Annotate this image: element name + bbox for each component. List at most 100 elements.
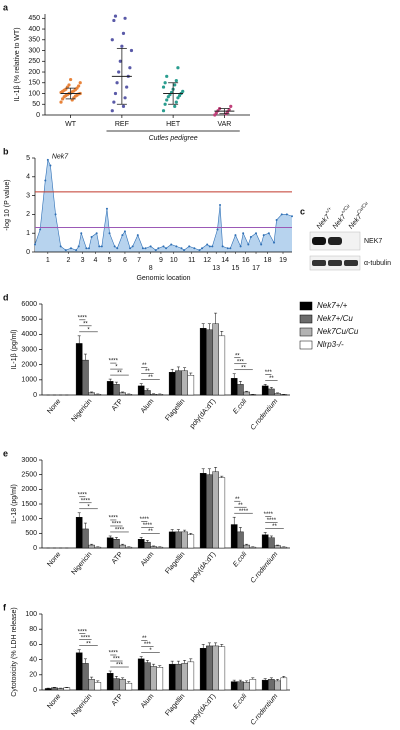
- bar: [94, 682, 102, 691]
- y-tick-label: 5: [26, 155, 30, 162]
- y-tick-label: 300: [28, 47, 40, 54]
- legend-label: Nlrp3-/-: [317, 340, 344, 349]
- point: [176, 66, 180, 70]
- significance-stars: ****: [115, 528, 125, 534]
- panel-letter: d: [3, 292, 9, 302]
- bar: [144, 390, 151, 396]
- bar: [206, 645, 213, 691]
- bar: [237, 681, 244, 691]
- point: [123, 230, 126, 233]
- x-tick-label: 3: [81, 257, 85, 264]
- y-tick-label: 0: [26, 249, 30, 256]
- point: [174, 79, 178, 83]
- panel-letter: b: [3, 146, 9, 156]
- x-tick-label: Flagellin: [164, 398, 186, 423]
- point: [131, 245, 134, 248]
- bar: [94, 394, 102, 396]
- bar: [212, 645, 219, 691]
- bar: [156, 546, 164, 549]
- x-tick-label: WT: [65, 121, 77, 128]
- bar: [137, 385, 145, 396]
- y-tick-label: 4000: [21, 331, 37, 338]
- y-tick-label: 2: [26, 211, 30, 218]
- panel-letter: c: [300, 206, 305, 216]
- bar: [144, 541, 151, 549]
- point: [275, 219, 278, 222]
- x-tick-label: 2: [66, 257, 70, 264]
- x-tick-label: 11: [188, 257, 195, 264]
- bar: [82, 663, 89, 691]
- point: [129, 247, 132, 250]
- point: [64, 249, 67, 252]
- significance-stars: *: [115, 365, 118, 371]
- significance-stars: **: [117, 371, 122, 377]
- x-tick-label: E.coli: [232, 693, 249, 711]
- legend-label: Nek7Cu/Cu: [317, 327, 359, 336]
- significance-stars: ***: [237, 359, 245, 365]
- bar: [175, 370, 182, 396]
- significance-stars: ***: [113, 657, 121, 663]
- bar: [274, 680, 281, 691]
- bar: [181, 531, 188, 549]
- x-tick-label: 6: [123, 257, 127, 264]
- significance-stars: ****: [78, 315, 88, 321]
- bar: [88, 544, 95, 549]
- y-tick-label: 100: [25, 611, 37, 618]
- point: [161, 85, 166, 89]
- bar: [51, 687, 58, 691]
- point: [69, 247, 72, 250]
- bar: [75, 517, 83, 549]
- x-tick-label: E.coli: [232, 398, 249, 416]
- y-tick-label: 3: [26, 192, 30, 199]
- bar: [230, 524, 238, 549]
- point: [226, 247, 229, 250]
- point: [44, 179, 47, 182]
- significance-stars: **: [238, 503, 243, 509]
- point: [221, 245, 224, 248]
- blot-panel: c Nek7+/+ Nek7+/Cu Nek7Cu/Cu NEK7 α-tubu…: [300, 201, 391, 271]
- point: [67, 83, 71, 87]
- bar: [249, 546, 257, 549]
- x-tick-label: 15: [232, 265, 240, 272]
- legend-swatch: [299, 314, 313, 324]
- point: [49, 164, 52, 167]
- point: [34, 243, 36, 246]
- significance-stars: **: [145, 369, 150, 375]
- significance-stars: ****: [109, 516, 119, 522]
- x-tick-label: C.rodentium: [250, 693, 280, 727]
- point: [229, 104, 233, 109]
- significance-stars: *: [149, 648, 152, 654]
- y-tick-label: 5000: [21, 316, 37, 323]
- point: [121, 31, 126, 35]
- point: [113, 91, 118, 96]
- point: [175, 245, 178, 248]
- significance-stars: ***: [116, 663, 124, 669]
- y-axis-label: IL-1β (% relative to WT): [14, 27, 21, 101]
- bar: [268, 679, 275, 691]
- y-tick-label: 2000: [21, 362, 37, 369]
- y-tick-label: 4: [26, 174, 30, 181]
- bar: [237, 384, 244, 396]
- x-tick-label: Alum: [140, 551, 156, 568]
- y-axis-label: IL-18 (pg/ml): [11, 484, 18, 524]
- bar: [150, 546, 157, 549]
- x-tick-label: Alum: [140, 693, 156, 710]
- point: [85, 247, 88, 250]
- x-tick-label: ATP: [111, 551, 125, 566]
- point: [181, 89, 185, 93]
- x-tick-label: poly(dA:dT): [189, 693, 218, 725]
- y-tick-label: 500: [25, 530, 37, 537]
- x-tick-label: REF: [115, 121, 129, 128]
- significance-stars: ****: [264, 512, 274, 518]
- x-tick-label: E.coli: [232, 551, 249, 569]
- y-tick-label: 2000: [21, 486, 37, 493]
- lane-label: Nek7Cu/Cu: [346, 201, 373, 231]
- x-tick-label: C.rodentium: [250, 551, 280, 585]
- point: [165, 98, 169, 102]
- x-tick-label: 12: [203, 257, 211, 264]
- point: [198, 249, 201, 252]
- bar: [94, 546, 102, 549]
- x-tick-label: 17: [252, 265, 260, 272]
- point: [188, 245, 191, 248]
